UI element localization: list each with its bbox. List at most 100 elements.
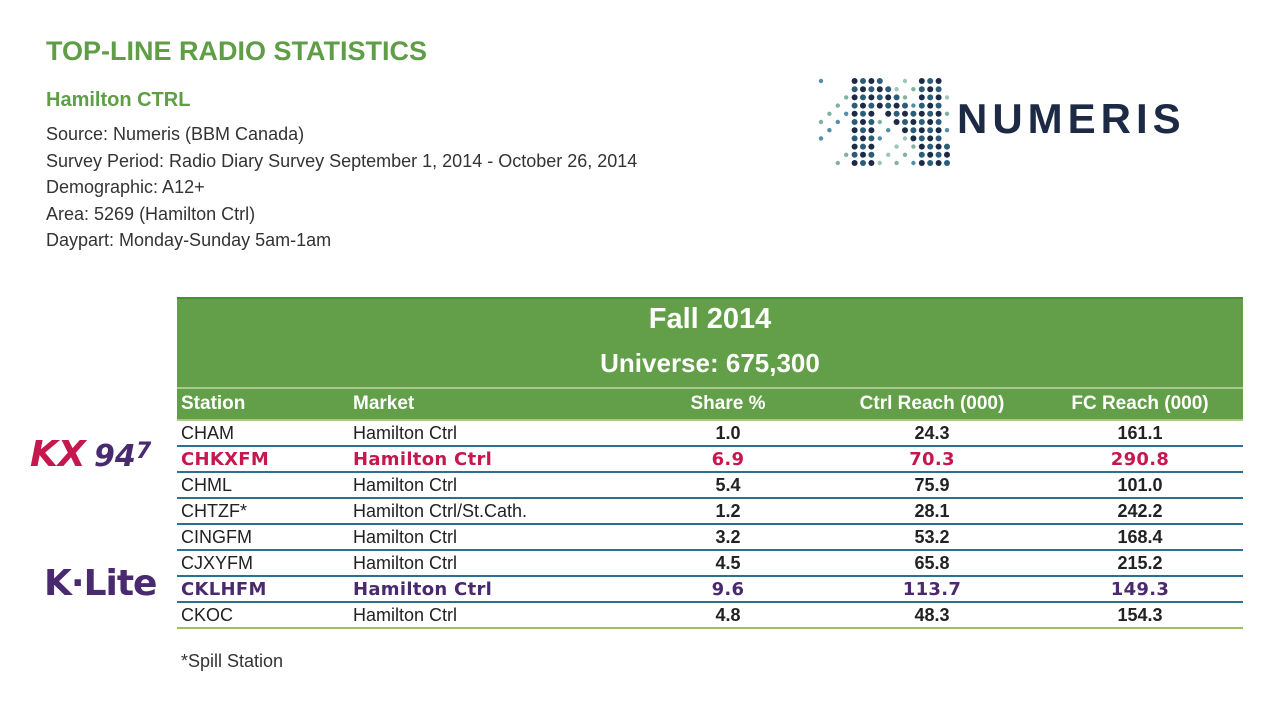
logo-dot — [911, 160, 916, 166]
logo-dot — [927, 102, 934, 109]
logo-dot — [827, 128, 832, 133]
logo-dot — [935, 160, 942, 166]
ctrl-reach-cell: 28.1 — [914, 501, 950, 521]
logo-dot — [918, 119, 925, 125]
logo-dot — [944, 160, 950, 166]
info-survey-period: Survey Period: Radio Diary Survey Septem… — [46, 150, 638, 171]
market-cell: Hamilton Ctrl — [353, 527, 458, 547]
logo-dot — [902, 78, 908, 84]
logo-dot — [910, 110, 917, 117]
logo-dot — [835, 119, 840, 125]
fc-reach-cell: 242.2 — [1117, 501, 1163, 521]
logo-dot — [944, 111, 950, 116]
logo-dot — [902, 102, 908, 109]
share-cell: 4.5 — [715, 553, 741, 573]
kx947-logo: KX 94 7 — [30, 432, 156, 475]
col-header-share: Share % — [690, 393, 766, 414]
logo-dot — [935, 119, 942, 125]
share-cell: 1.0 — [715, 423, 741, 443]
share-cell: 1.2 — [715, 501, 741, 521]
logo-dot — [851, 94, 858, 101]
ctrl-reach-cell: 53.2 — [914, 527, 950, 547]
logo-dot — [868, 135, 875, 142]
station-cell: CHKXFM — [181, 449, 270, 470]
logo-dot — [927, 94, 934, 101]
logo-dot — [835, 103, 840, 108]
market-cell: Hamilton Ctrl — [353, 475, 458, 495]
logo-dot — [894, 160, 899, 166]
logo-dot — [927, 78, 934, 84]
market-cell: Hamilton Ctrl/St.Cath. — [353, 501, 528, 521]
fc-reach-cell: 161.1 — [1117, 423, 1163, 443]
logo-dot — [927, 135, 934, 142]
ctrl-reach-cell: 113.7 — [902, 579, 962, 600]
share-cell: 5.4 — [715, 475, 741, 495]
logo-dot — [851, 151, 858, 158]
logo-dot — [818, 78, 824, 84]
station-cell: CHAM — [181, 423, 234, 443]
station-cell: CJXYFM — [181, 553, 253, 573]
logo-dot — [935, 127, 942, 134]
logo-dot — [902, 127, 908, 134]
logo-dot — [902, 95, 908, 100]
survey-info: Source: Numeris (BBM Canada) Survey Peri… — [46, 121, 637, 254]
logo-dot — [851, 78, 858, 84]
logo-dot — [844, 95, 849, 100]
logo-dot — [860, 135, 866, 142]
logo-dot — [927, 110, 934, 117]
logo-dot — [935, 135, 942, 142]
logo-dot — [902, 136, 908, 141]
share-cell: 9.6 — [711, 579, 745, 600]
logo-dot — [868, 119, 875, 125]
logo-dot — [844, 152, 849, 157]
logo-dot — [860, 143, 866, 150]
logo-dot — [902, 119, 908, 125]
logo-dot — [876, 102, 883, 109]
logo-dot — [886, 152, 891, 157]
logo-dot — [860, 151, 866, 158]
market-cell: Hamilton Ctrl — [353, 423, 458, 443]
fc-reach-cell: 101.0 — [1117, 475, 1163, 495]
logo-dot — [893, 94, 900, 101]
kx-letters: KX — [30, 434, 88, 472]
logo-dot — [918, 110, 925, 117]
table-row: CINGFM Hamilton Ctrl 3.2 53.2 168.4 — [177, 525, 1243, 551]
logo-dot — [860, 86, 866, 93]
logo-dot — [910, 119, 917, 125]
logo-dot — [868, 151, 875, 158]
info-source: Source: Numeris (BBM Canada) — [46, 124, 305, 144]
logo-dot — [893, 119, 900, 125]
table-row: CHML Hamilton Ctrl 5.4 75.9 101.0 — [177, 473, 1243, 499]
logo-dot — [885, 86, 892, 93]
share-cell: 3.2 — [715, 527, 741, 547]
klite-logo: K·Lite — [44, 563, 157, 604]
station-cell: CKOC — [181, 605, 234, 625]
logo-dot — [860, 110, 866, 117]
logo-dot — [927, 119, 934, 125]
logo-dot — [935, 78, 942, 84]
logo-dot — [877, 160, 882, 166]
logo-dot — [918, 151, 925, 158]
info-demographic: Demographic: A12+ — [46, 177, 205, 197]
logo-dot — [860, 127, 866, 134]
logo-dot — [860, 94, 866, 101]
logo-dot — [918, 160, 925, 166]
logo-dot — [851, 127, 858, 134]
fc-reach-cell: 215.2 — [1117, 553, 1163, 573]
ctrl-reach-cell: 70.3 — [909, 449, 955, 470]
logo-dot — [944, 128, 950, 133]
fc-reach-cell: 168.4 — [1117, 527, 1163, 547]
logo-dot — [918, 102, 925, 109]
share-cell: 6.9 — [711, 449, 745, 470]
table-universe: Universe: 675,300 — [600, 348, 820, 378]
logo-dot — [944, 151, 950, 158]
info-daypart: Daypart: Monday-Sunday 5am-1am — [46, 230, 332, 250]
table-row-highlighted: CKLHFM Hamilton Ctrl 9.6 113.7 149.3 — [177, 577, 1243, 603]
logo-dot — [851, 135, 858, 142]
logo-dot — [927, 143, 934, 150]
market-cell: Hamilton Ctrl — [353, 449, 493, 470]
page-subtitle: Hamilton CTRL — [46, 89, 191, 111]
logo-dot — [894, 144, 899, 149]
logo-dot — [885, 102, 892, 109]
logo-dot — [885, 94, 892, 101]
